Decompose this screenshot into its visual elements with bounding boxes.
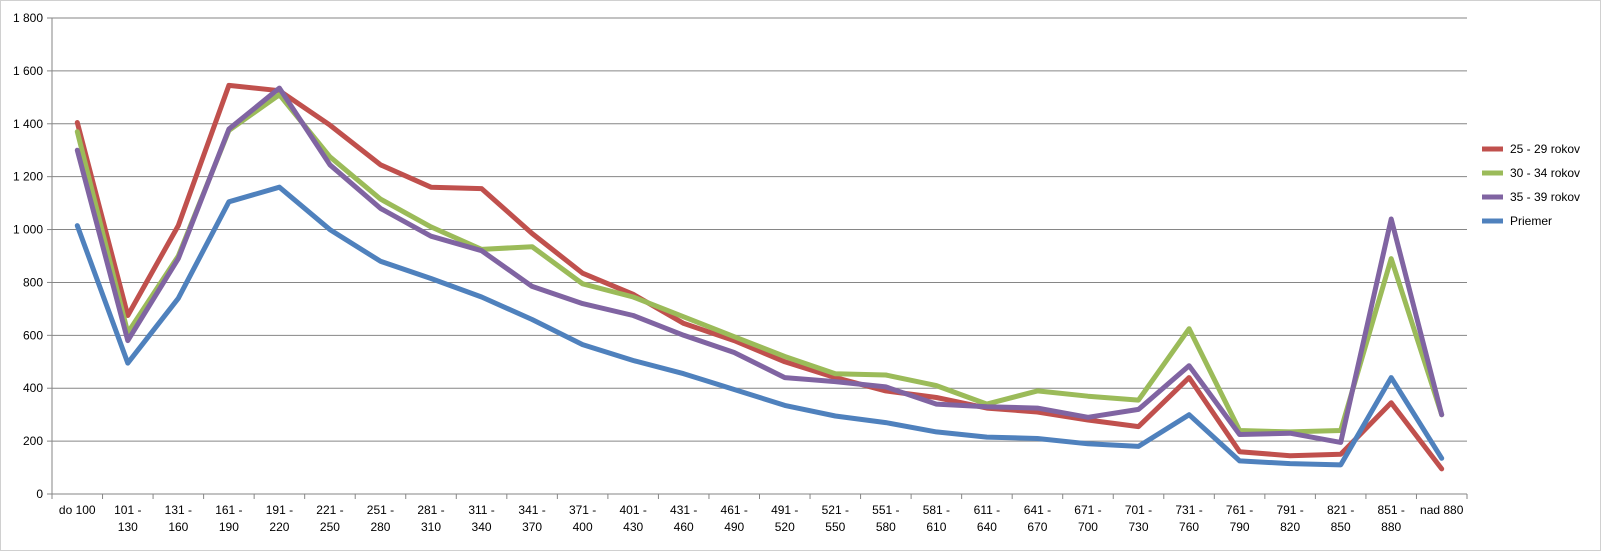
series-layer xyxy=(74,82,1445,472)
x-tick-label: nad 880 xyxy=(1420,503,1464,517)
x-tick-label: 131 -160 xyxy=(165,503,192,534)
legend-label: 30 - 34 rokov xyxy=(1510,166,1580,180)
x-tick-label: 821 -850 xyxy=(1327,503,1354,534)
x-tick-label: 161 -190 xyxy=(215,503,242,534)
x-tick-label: 701 -730 xyxy=(1125,503,1152,534)
x-tick-label: 281 -310 xyxy=(417,503,444,534)
label-layer: 0 200 400 600 800 1 000 1 200 1 400 1 600 1 800 do… xyxy=(13,11,1464,534)
x-tick-label: 251 -280 xyxy=(367,503,394,534)
x-tick-label: 491 -520 xyxy=(771,503,798,534)
y-tick-label: 1 400 xyxy=(13,117,43,131)
legend: 25 - 29 rokov 30 - 34 rokov 35 - 39 rokov P… xyxy=(1482,142,1580,228)
legend-label: 35 - 39 rokov xyxy=(1510,190,1580,204)
series-line-priemer xyxy=(74,184,1445,468)
x-tick-label: 101 -130 xyxy=(114,503,141,534)
x-tick-label: 521 -550 xyxy=(822,503,849,534)
x-tick-label: 611 -640 xyxy=(974,503,1000,534)
x-tick-label: 731 -760 xyxy=(1175,503,1202,534)
x-tick-label: 431 -460 xyxy=(670,503,697,534)
x-tick-label: 791 -820 xyxy=(1276,503,1303,534)
y-tick-label: 1 000 xyxy=(13,223,43,237)
series-line-35-39-rokov xyxy=(74,85,1445,445)
legend-label: 25 - 29 rokov xyxy=(1510,142,1580,156)
x-tick-label: 461 -490 xyxy=(721,503,748,534)
x-tick-label: 401 -430 xyxy=(619,503,646,534)
legend-label: Priemer xyxy=(1510,214,1552,228)
series-line-30-34-rokov xyxy=(74,92,1445,435)
x-tick-label: 671 -700 xyxy=(1074,503,1101,534)
y-tick-label: 600 xyxy=(23,328,43,342)
y-tick-label: 1 600 xyxy=(13,64,43,78)
x-tick-label: do 100 xyxy=(59,503,96,517)
axis-layer xyxy=(47,17,1468,499)
x-tick-label: 221 -250 xyxy=(316,503,343,534)
x-tick-label: 191 -220 xyxy=(266,503,293,534)
grid-layer xyxy=(52,17,1467,442)
x-tick-label: 641 -670 xyxy=(1024,503,1051,534)
x-tick-label: 581 -610 xyxy=(923,503,950,534)
y-tick-label: 200 xyxy=(23,434,43,448)
x-tick-label: 341 -370 xyxy=(518,503,545,534)
x-tick-label: 761 -790 xyxy=(1226,503,1253,534)
y-tick-label: 1 200 xyxy=(13,170,43,184)
series-line-25-29-rokov xyxy=(74,82,1445,472)
x-tick-label: 371 -400 xyxy=(569,503,596,534)
x-tick-label: 851 -880 xyxy=(1378,503,1405,534)
x-tick-label: 551 -580 xyxy=(872,503,899,534)
y-tick-label: 400 xyxy=(23,381,43,395)
y-tick-label: 0 xyxy=(36,487,43,501)
y-tick-label: 800 xyxy=(23,275,43,289)
y-tick-label: 1 800 xyxy=(13,11,43,25)
x-tick-label: 311 -340 xyxy=(468,503,494,534)
